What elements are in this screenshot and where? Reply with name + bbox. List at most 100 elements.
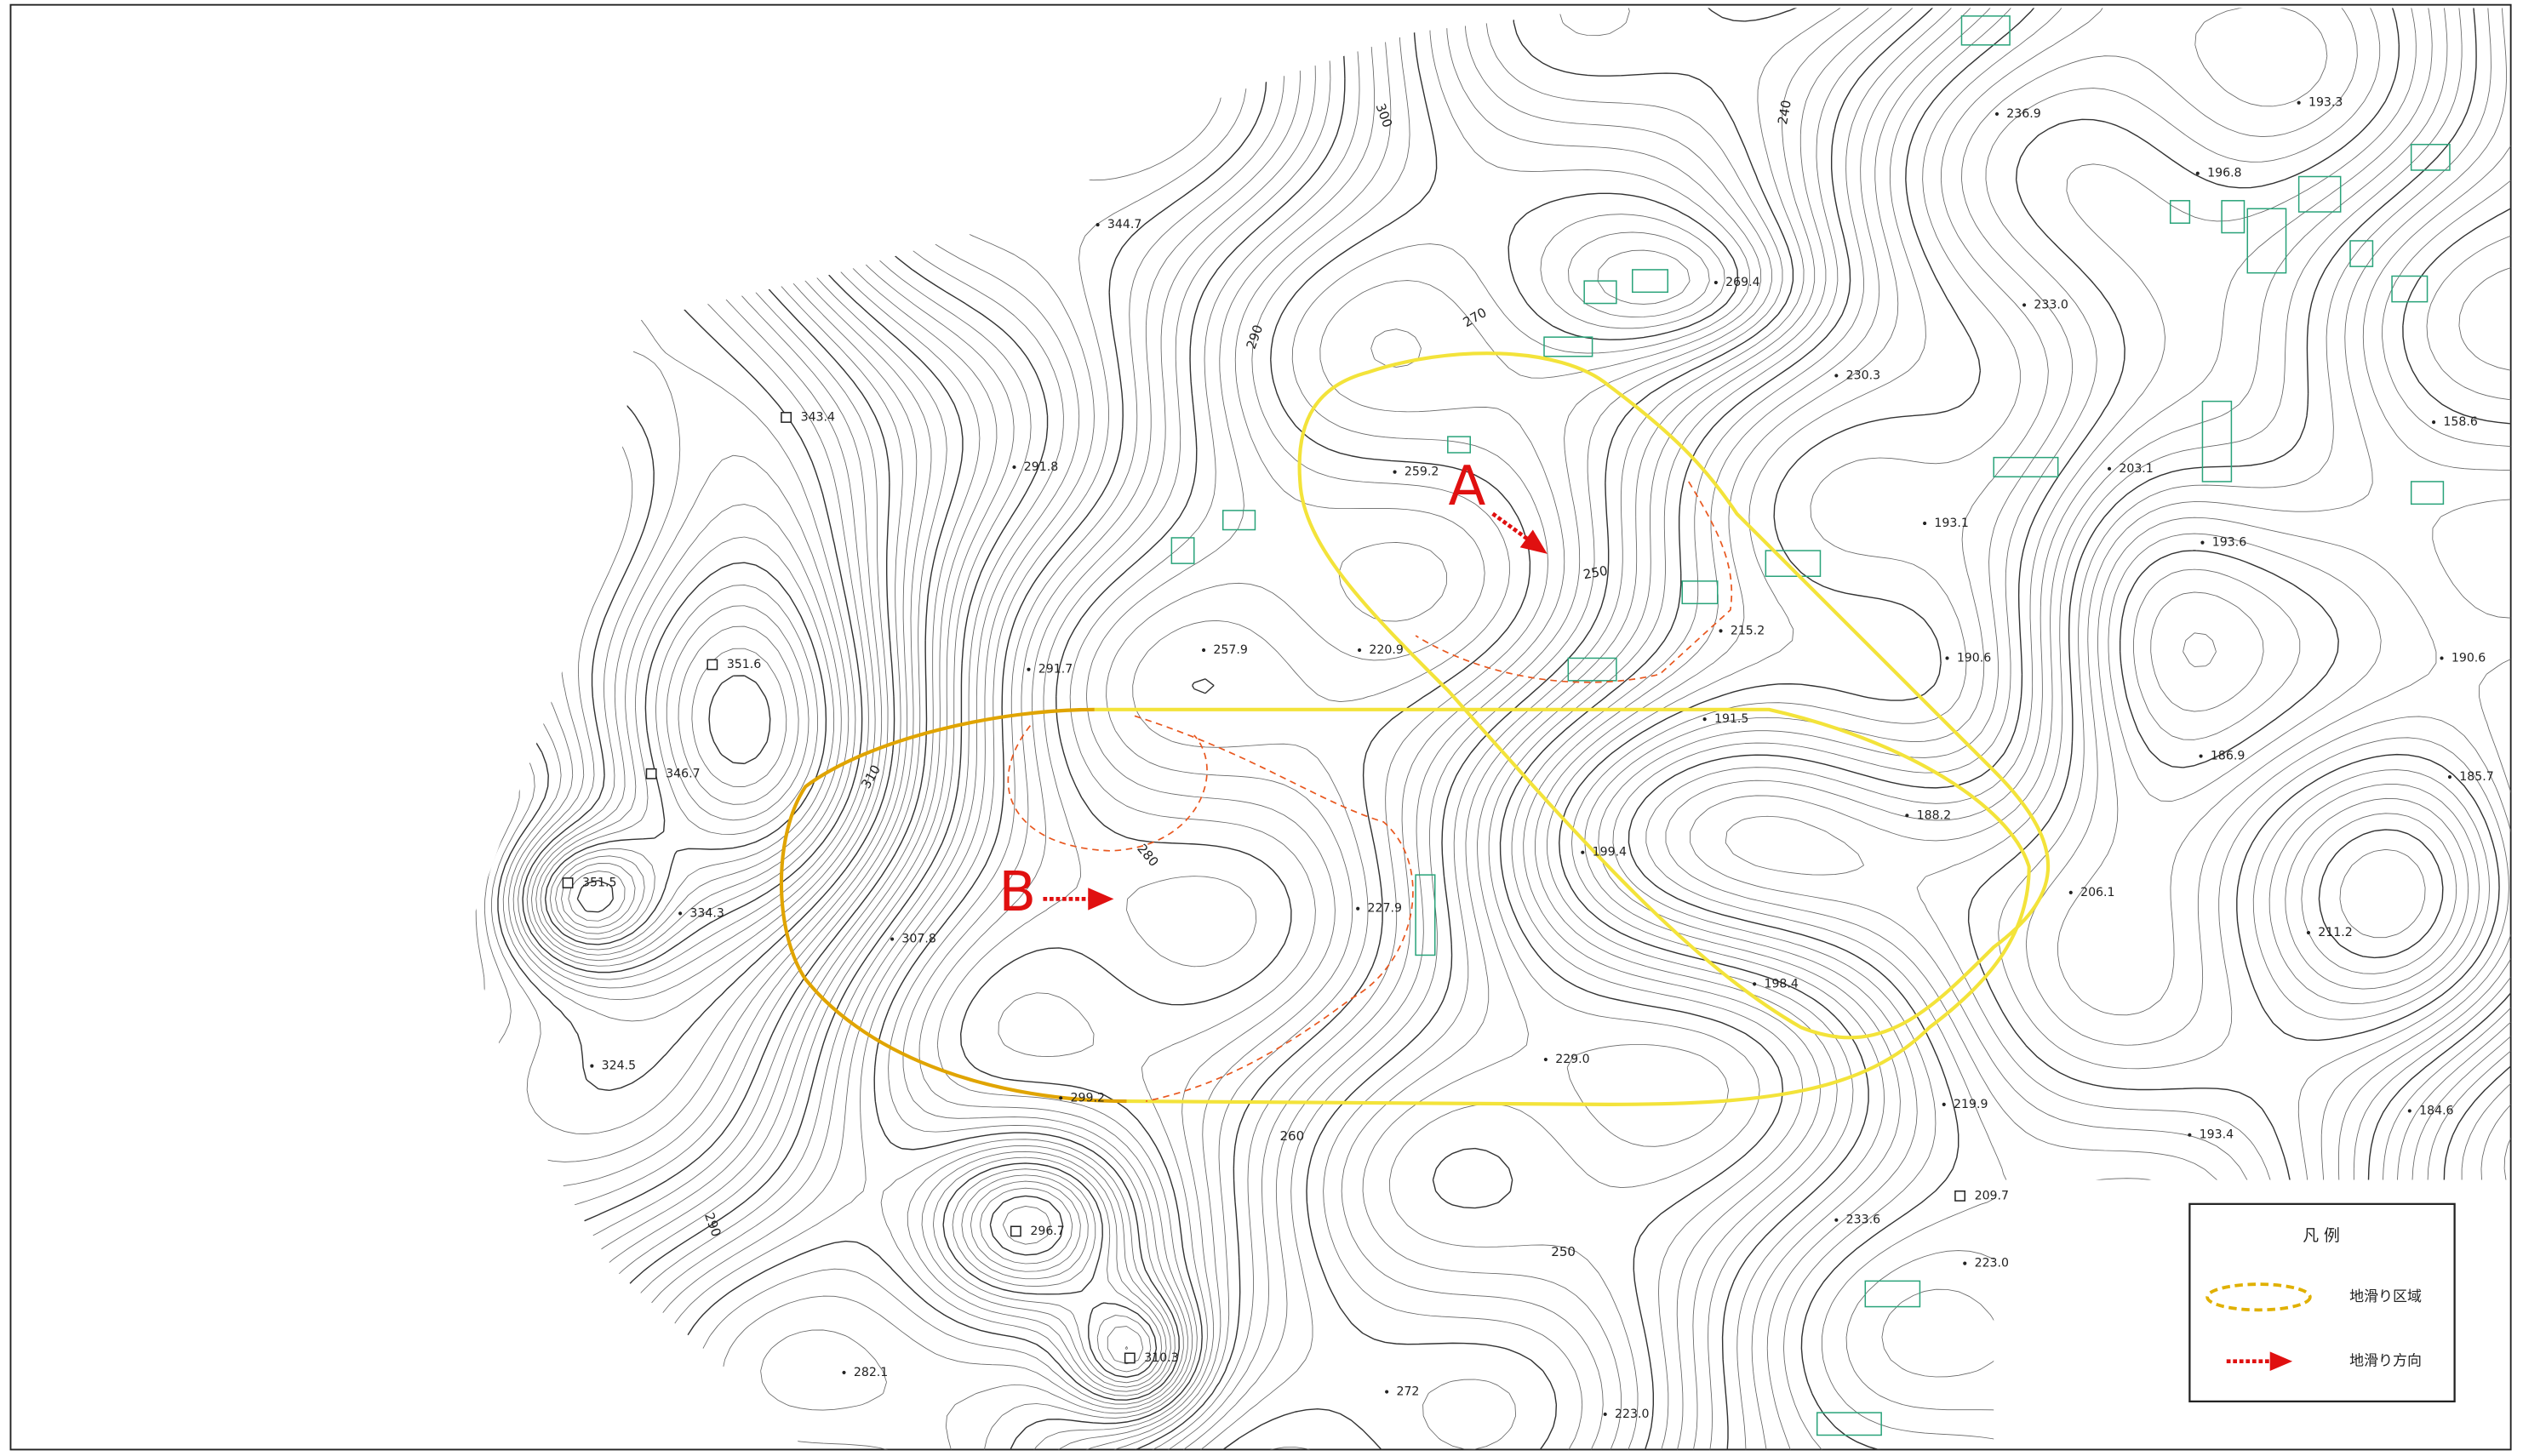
landslide-scarp xyxy=(1415,481,1733,683)
spot-dot xyxy=(1357,648,1362,653)
landslide-zone-b-edge xyxy=(779,707,1127,1104)
zone-label: A xyxy=(1449,454,1486,518)
legend-zone-symbol xyxy=(2205,1282,2312,1312)
spot-height: 227.9 xyxy=(1368,902,1402,916)
contour-line xyxy=(1598,8,2358,1450)
spot-height: 344.7 xyxy=(1107,218,1141,231)
spot-height: 193.6 xyxy=(2212,536,2246,550)
spot-dot xyxy=(590,1064,594,1068)
arrow-b-head xyxy=(1088,888,1114,911)
contour-line xyxy=(1132,8,1751,1450)
spot-dot xyxy=(1923,521,1927,526)
spot-height: 186.9 xyxy=(2211,750,2245,763)
contour-line xyxy=(1150,8,1762,1450)
spot-height: 196.8 xyxy=(2207,167,2241,180)
contour-line xyxy=(959,8,1346,1450)
spot-dot xyxy=(2297,100,2301,105)
spot-height: 259.2 xyxy=(1405,465,1439,479)
contour-label: 240 xyxy=(1775,99,1794,125)
contour-line xyxy=(1341,8,1879,1450)
spot-height: 229.0 xyxy=(1555,1053,1589,1066)
legend-label: 地滑り区域 xyxy=(2349,1288,2422,1305)
contour-line xyxy=(722,8,1301,1450)
contour-line xyxy=(468,8,771,913)
spot-dot xyxy=(1393,470,1397,474)
spot-dot xyxy=(2107,466,2112,471)
spot-height: 193.3 xyxy=(2308,96,2343,110)
contour-line xyxy=(468,8,842,1390)
spot-dot xyxy=(1356,906,1360,911)
spot-dot xyxy=(1963,1261,1967,1265)
arrow-a xyxy=(1491,511,1530,541)
spot-dot xyxy=(2199,754,2203,758)
legend-box xyxy=(2188,1202,2456,1402)
benchmark-symbol xyxy=(645,768,657,779)
contour-label: 260 xyxy=(1279,1128,1304,1144)
map-frame xyxy=(9,3,2512,1451)
spot-height: 233.0 xyxy=(2034,298,2068,311)
contour-line xyxy=(695,8,1284,1450)
spot-height: 223.0 xyxy=(1975,1257,2009,1270)
contour-line xyxy=(1208,8,1814,1450)
contour-line xyxy=(656,8,1247,1450)
spot-height: 236.9 xyxy=(2006,107,2040,121)
legend: 凡 例 地滑り区域 地滑り方向 xyxy=(2188,1202,2456,1402)
contour-line xyxy=(1091,8,1725,1450)
spot-dot xyxy=(1834,1218,1839,1222)
spot-height: 190.6 xyxy=(2451,651,2486,665)
spot-dot xyxy=(1702,717,1707,722)
spot-dot xyxy=(1581,850,1585,854)
contour-line xyxy=(1168,8,1772,1450)
spot-height: 310.3 xyxy=(1144,1351,1178,1365)
contour-line xyxy=(1546,8,2018,1450)
contour-line xyxy=(936,8,1331,1450)
spot-height: 351.5 xyxy=(582,876,616,890)
spot-height: 158.6 xyxy=(2443,415,2477,429)
contour-line xyxy=(1069,8,1710,1450)
landslide-zones xyxy=(779,351,2051,1106)
contour-line xyxy=(468,8,856,1425)
spot-height: 199.4 xyxy=(1593,846,1627,859)
contour-line xyxy=(1243,8,1852,1450)
contour-line xyxy=(468,8,810,934)
contour-line xyxy=(468,8,799,928)
contour-line xyxy=(468,8,850,1407)
contour-label: 250 xyxy=(1551,1244,1576,1259)
contour-line xyxy=(760,8,1316,1450)
spot-dot xyxy=(1942,1102,1946,1106)
spot-height: 343.4 xyxy=(801,410,835,424)
landslide-zone-b xyxy=(1094,707,2031,1106)
spot-dot xyxy=(1834,374,1839,378)
spot-dot xyxy=(1012,465,1016,470)
spot-dot xyxy=(2188,1133,2192,1137)
benchmark-symbol xyxy=(1010,1225,1021,1237)
spot-dot xyxy=(1713,280,1718,285)
arrow-a-head xyxy=(1519,529,1548,554)
contour-line xyxy=(1628,8,2444,1450)
landslide-scarp xyxy=(1134,715,1414,1102)
spot-height: 215.2 xyxy=(1731,624,1765,637)
spot-dot xyxy=(1096,223,1100,227)
spot-height: 220.9 xyxy=(1369,643,1403,657)
spot-height: 334.3 xyxy=(689,906,724,920)
spot-dot xyxy=(678,911,683,916)
spot-height: 324.5 xyxy=(602,1059,636,1073)
contour-line xyxy=(468,8,827,1347)
contour-line xyxy=(1584,8,2328,1450)
spot-dot xyxy=(1994,111,2000,117)
spot-height: 291.7 xyxy=(1038,663,1073,677)
spot-height: 203.1 xyxy=(2119,462,2153,476)
benchmark-symbol xyxy=(1954,1190,1966,1202)
spot-dot xyxy=(2195,171,2200,175)
spot-dot xyxy=(2306,930,2311,935)
buildings xyxy=(1170,15,2451,1436)
spot-height: 211.2 xyxy=(2318,926,2352,939)
spot-height: 206.1 xyxy=(2080,886,2114,899)
spot-dot xyxy=(1202,648,1206,653)
legend-label: 地滑り方向 xyxy=(2349,1353,2422,1370)
spot-height: 198.4 xyxy=(1764,977,1798,991)
contour-line xyxy=(1432,8,1942,1450)
elevation-labels: 344.7 343.4 291.8 351.6 291.7 346.7 351.5 334.3… xyxy=(562,96,2494,1421)
spot-dot xyxy=(890,937,895,941)
